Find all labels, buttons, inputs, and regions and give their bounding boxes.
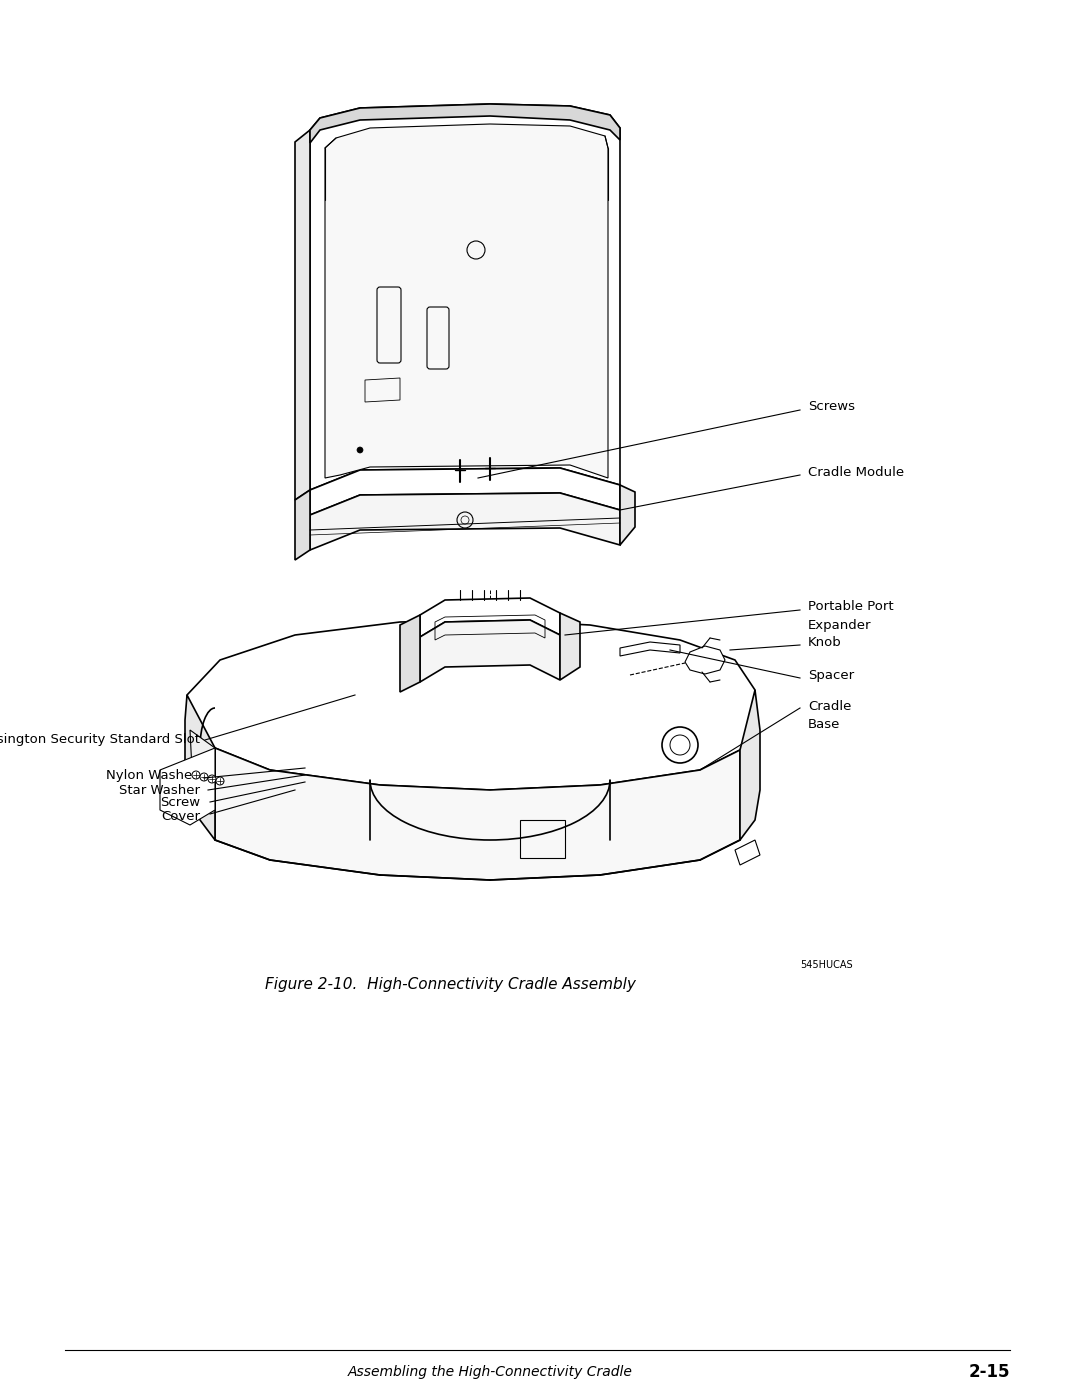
Text: Cradle: Cradle	[808, 700, 851, 712]
Circle shape	[200, 773, 208, 781]
Text: Figure 2-10.  High-Connectivity Cradle Assembly: Figure 2-10. High-Connectivity Cradle As…	[265, 978, 635, 992]
Text: 2-15: 2-15	[969, 1363, 1010, 1382]
Polygon shape	[185, 694, 215, 840]
Circle shape	[208, 775, 216, 782]
Text: Screw: Screw	[160, 796, 200, 809]
Polygon shape	[420, 620, 561, 682]
Text: 545HUCAS: 545HUCAS	[800, 960, 852, 970]
Polygon shape	[160, 747, 215, 826]
Polygon shape	[310, 468, 620, 515]
Polygon shape	[215, 747, 740, 880]
Polygon shape	[310, 103, 620, 490]
Text: Assembling the High-Connectivity Cradle: Assembling the High-Connectivity Cradle	[348, 1365, 633, 1379]
Polygon shape	[190, 731, 215, 789]
Polygon shape	[325, 124, 608, 478]
Circle shape	[192, 771, 200, 780]
Text: Nylon Washer: Nylon Washer	[106, 770, 198, 782]
Polygon shape	[295, 130, 310, 500]
Circle shape	[357, 447, 363, 453]
Polygon shape	[561, 613, 580, 680]
Circle shape	[216, 777, 224, 785]
Polygon shape	[620, 643, 680, 657]
Polygon shape	[400, 615, 420, 692]
Polygon shape	[735, 840, 760, 865]
Polygon shape	[310, 103, 620, 142]
Polygon shape	[295, 490, 310, 560]
Polygon shape	[620, 485, 635, 545]
Text: Screws: Screws	[808, 401, 855, 414]
Text: Cover: Cover	[161, 809, 200, 823]
Text: Knob: Knob	[808, 637, 841, 650]
Text: Portable Port: Portable Port	[808, 601, 893, 613]
Polygon shape	[740, 690, 760, 840]
Polygon shape	[685, 645, 725, 673]
Text: Cradle Module: Cradle Module	[808, 467, 904, 479]
Polygon shape	[420, 598, 561, 637]
Text: Expander: Expander	[808, 619, 872, 631]
Text: Star Washer: Star Washer	[119, 784, 200, 796]
Polygon shape	[310, 493, 620, 550]
Text: Base: Base	[808, 718, 840, 731]
Polygon shape	[187, 620, 755, 789]
Text: Spacer: Spacer	[808, 669, 854, 683]
Text: Kensington Security Standard Slot: Kensington Security Standard Slot	[0, 733, 200, 746]
